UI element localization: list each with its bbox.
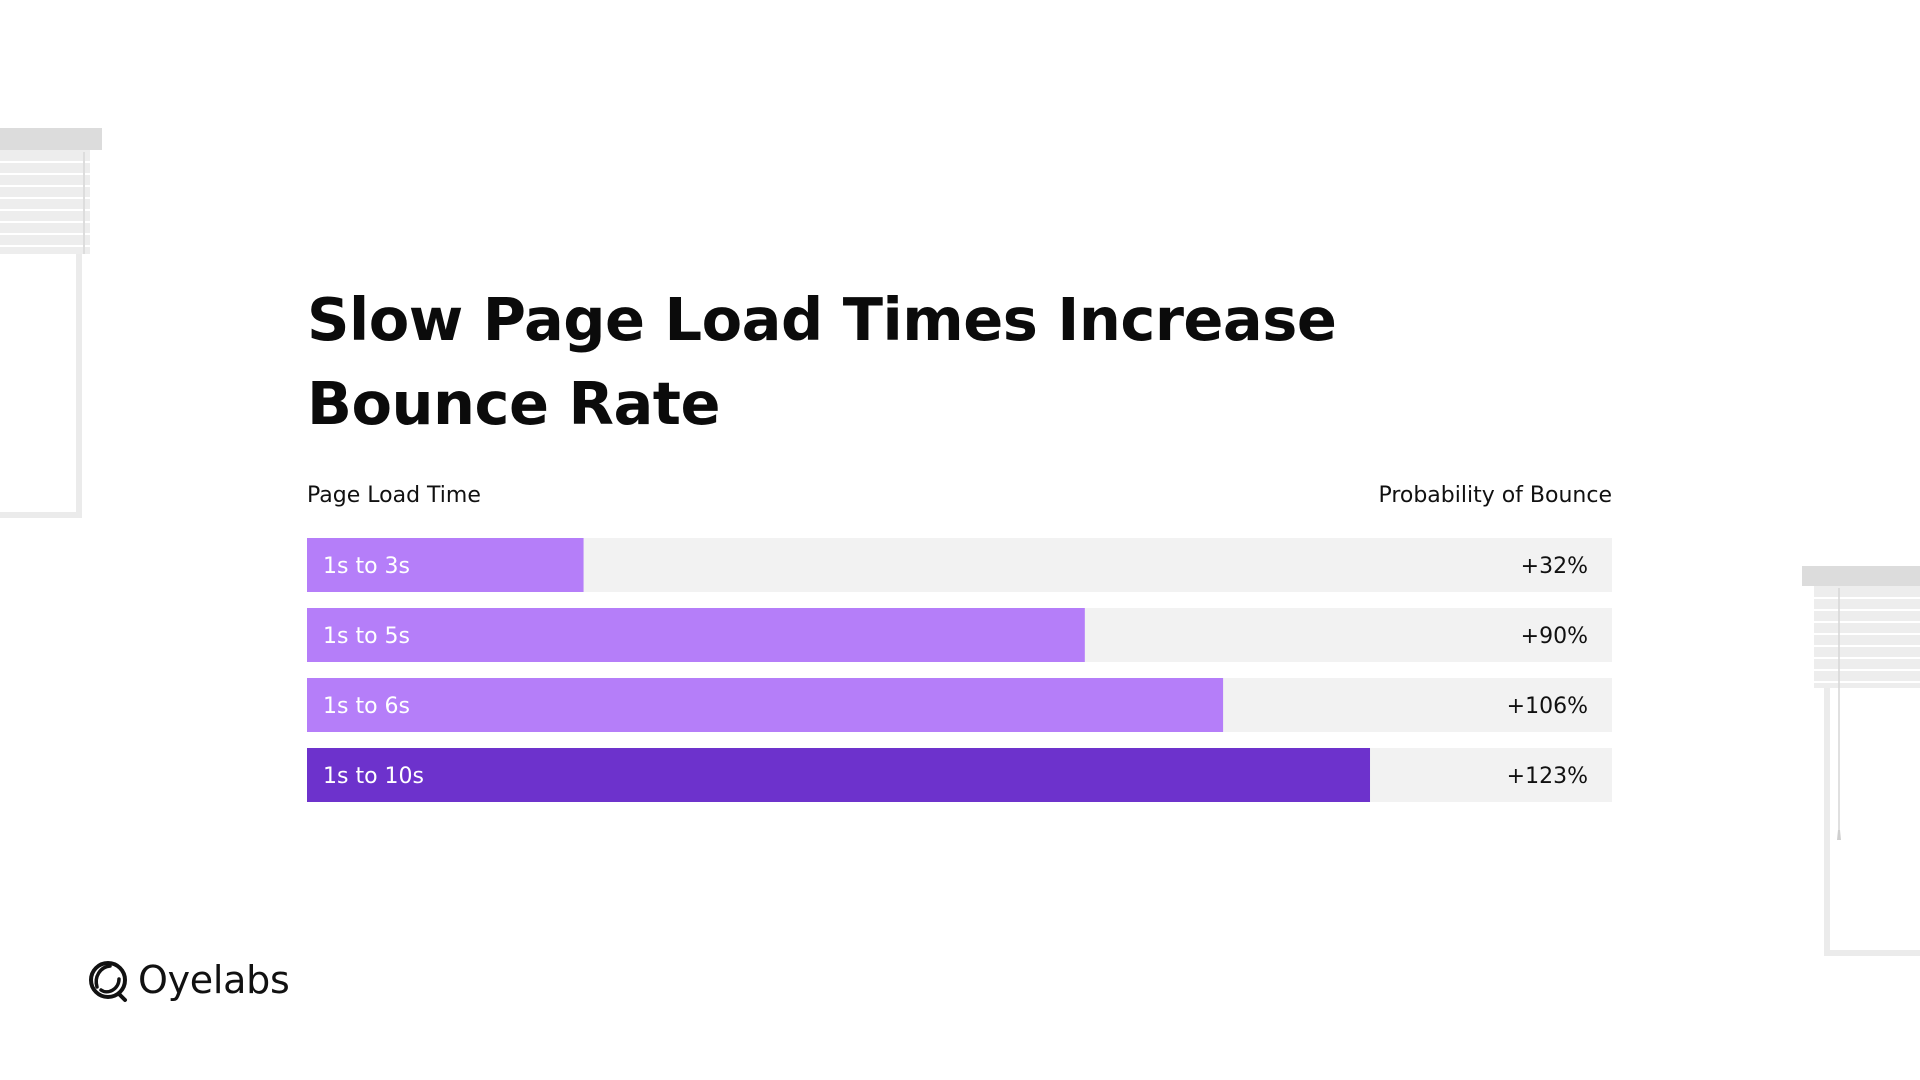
bar <box>307 748 1371 802</box>
window-blinds-right-illustration <box>1802 566 1920 958</box>
bar-value-label: +106% <box>1507 694 1588 719</box>
window-blinds-left-illustration <box>0 128 102 520</box>
bar-value-label: +123% <box>1507 764 1588 789</box>
oyelabs-logo-icon <box>89 961 127 1002</box>
x-axis-label: Probability of Bounce <box>1378 482 1612 508</box>
bar-value-label: +90% <box>1521 624 1588 649</box>
y-axis-label: Page Load Time <box>307 482 481 508</box>
chart-title: Slow Page Load Times Increase Bounce Rat… <box>307 285 1337 438</box>
bar <box>307 538 584 592</box>
bar-category-label: 1s to 5s <box>323 624 410 649</box>
bar-row: 1s to 3s +32% <box>307 538 1612 592</box>
bar-row: 1s to 10s +123% <box>307 748 1612 802</box>
bounce-rate-bar-chart: 1s to 3s +32% 1s to 5s +90% 1s to 6s +106% 1s … <box>307 538 1612 802</box>
bar-value-label: +32% <box>1521 554 1588 579</box>
bar-row: 1s to 5s +90% <box>307 608 1612 662</box>
bar-category-label: 1s to 10s <box>323 764 424 789</box>
bar-row: 1s to 6s +106% <box>307 678 1612 732</box>
brand-logo: Oyelabs <box>88 955 290 1005</box>
chart-column-headers: Page Load Time Probability of Bounce <box>307 478 1612 512</box>
bar-category-label: 1s to 6s <box>323 694 410 719</box>
brand-name: Oyelabs <box>138 958 290 1002</box>
bar <box>307 608 1085 662</box>
bar <box>307 678 1224 732</box>
bar-category-label: 1s to 3s <box>323 554 410 579</box>
bar-chart-svg: 1s to 3s +32%1s to 5s +90%1s to 6s +106%1s … <box>307 538 1612 802</box>
